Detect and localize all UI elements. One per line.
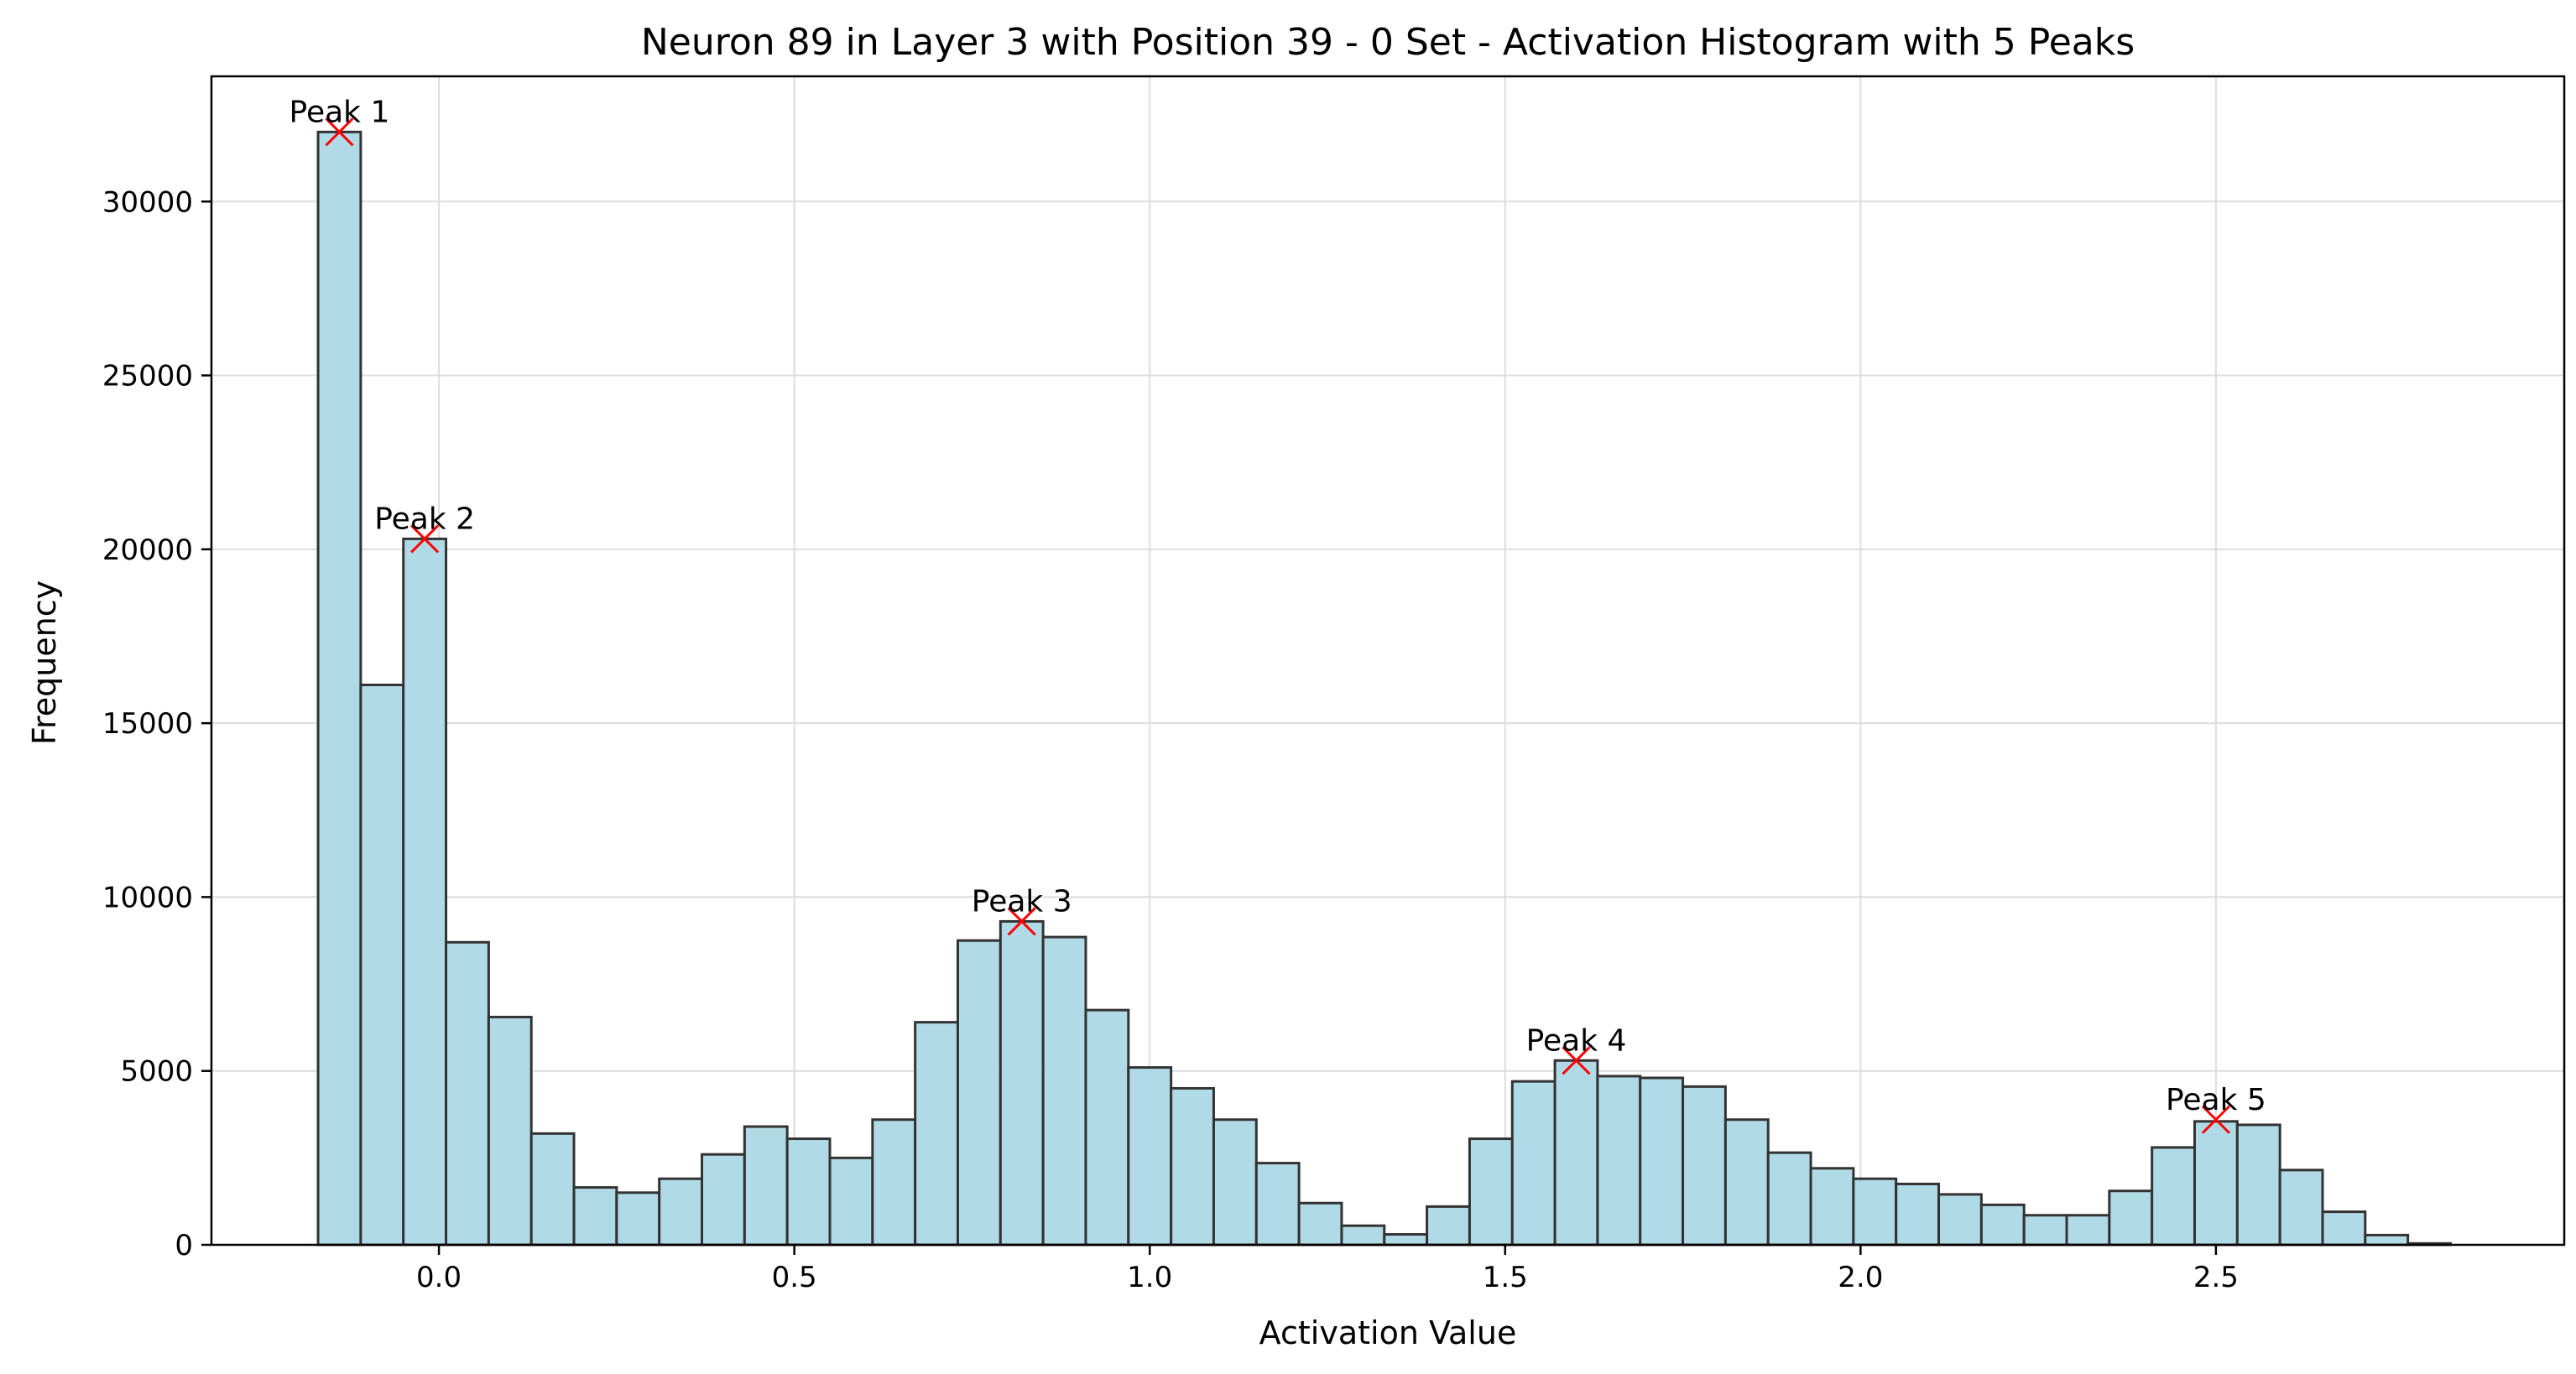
histogram-bar: [2108, 1189, 2154, 1246]
y-tick-label: 0: [175, 1229, 193, 1262]
histogram-bar: [2151, 1146, 2196, 1246]
y-tick-label: 10000: [102, 881, 193, 914]
histogram-bar: [1041, 935, 1087, 1246]
histogram-bar: [1682, 1085, 1727, 1246]
histogram-bar: [1553, 1059, 1599, 1246]
histogram-bar: [658, 1177, 704, 1246]
peak-label: Peak 5: [2166, 1083, 2266, 1117]
peak-markers: Peak 1 Peak 2 Peak 3 Peak 4 Peak 5: [289, 95, 2266, 1134]
histogram-bar: [701, 1153, 746, 1246]
peak-marker: [325, 117, 354, 147]
histogram-bar: [2321, 1210, 2367, 1246]
y-tick-label: 30000: [102, 185, 193, 219]
histogram-bar: [1852, 1177, 1898, 1246]
histogram-bar: [1895, 1182, 1941, 1246]
histogram-bar: [2022, 1214, 2068, 1246]
histogram-bar: [2065, 1214, 2111, 1246]
histogram-bar: [1639, 1076, 1685, 1246]
y-tick-label: 20000: [102, 533, 193, 567]
histogram-bar: [402, 537, 448, 1246]
histogram-bar: [529, 1132, 576, 1246]
histogram-bar: [1254, 1162, 1301, 1246]
peak-marker: [1007, 907, 1036, 936]
y-tick-label: 25000: [102, 360, 193, 393]
peak-label: Peak 4: [1526, 1023, 1627, 1058]
peak-label: Peak 3: [972, 884, 1072, 919]
histogram-bar: [1723, 1118, 1770, 1246]
x-tick-label: 1.5: [1483, 1261, 1528, 1294]
histogram-bar: [1340, 1224, 1386, 1246]
x-tick-label: 0.5: [772, 1261, 817, 1294]
plot-frame: [210, 75, 2566, 1246]
histogram-bar: [615, 1191, 661, 1246]
histogram-bar: [785, 1137, 832, 1246]
histogram-bar: [1170, 1086, 1215, 1246]
x-tick-label: 1.0: [1127, 1261, 1172, 1294]
y-axis-title: Frequency: [26, 580, 63, 745]
histogram-bar: [2235, 1123, 2281, 1246]
y-tick-label: 5000: [120, 1055, 193, 1089]
histogram-bar: [2193, 1120, 2239, 1246]
histogram-bar: [1809, 1167, 1855, 1246]
peak-label: Peak 1: [289, 95, 390, 129]
axis-ticks: 0.0 0.5 1.0 1.5 2.0 2.5 0 5000 10000 15000 20000 25…: [102, 185, 2239, 1294]
histogram-bar: [359, 684, 405, 1246]
peak-marker: [1562, 1046, 1591, 1075]
y-tick-label: 15000: [102, 707, 193, 741]
histogram-bar: [572, 1186, 618, 1246]
x-tick-label: 2.5: [2193, 1261, 2239, 1294]
histogram-bar: [1596, 1075, 1642, 1246]
peak-label: Peak 2: [374, 502, 475, 536]
histogram-bar: [914, 1021, 959, 1246]
x-tick-label: 0.0: [416, 1261, 461, 1294]
histogram-bar: [1084, 1008, 1130, 1246]
histogram-bar: [1383, 1233, 1429, 1246]
histogram-bar: [1766, 1151, 1812, 1246]
histogram-bar: [2278, 1168, 2324, 1246]
histogram-bar: [999, 919, 1045, 1246]
histogram-bar: [1297, 1201, 1343, 1246]
histogram-bar: [1937, 1193, 1983, 1246]
histogram-bar: [487, 1015, 533, 1246]
x-axis-title: Activation Value: [1259, 1314, 1517, 1351]
histogram-bar: [1468, 1137, 1514, 1246]
histogram-bar: [828, 1156, 874, 1246]
histogram-bar: [445, 940, 490, 1246]
chart-title: Neuron 89 in Layer 3 with Position 39 - …: [641, 21, 2135, 64]
histogram-bar: [871, 1118, 917, 1246]
histogram-bar: [2364, 1233, 2410, 1246]
histogram-bar: [316, 130, 362, 1246]
histogram-bar: [1979, 1203, 2026, 1246]
peak-marker: [410, 524, 440, 554]
histogram-bar: [1127, 1066, 1173, 1246]
x-tick-label: 2.0: [1838, 1261, 1883, 1294]
histogram-bar: [1510, 1080, 1557, 1246]
histogram-bar: [743, 1125, 789, 1246]
peak-marker: [2201, 1105, 2230, 1134]
histogram-bar: [1426, 1205, 1471, 1246]
histogram-bar: [1212, 1118, 1258, 1246]
histogram-bar: [956, 939, 1002, 1246]
